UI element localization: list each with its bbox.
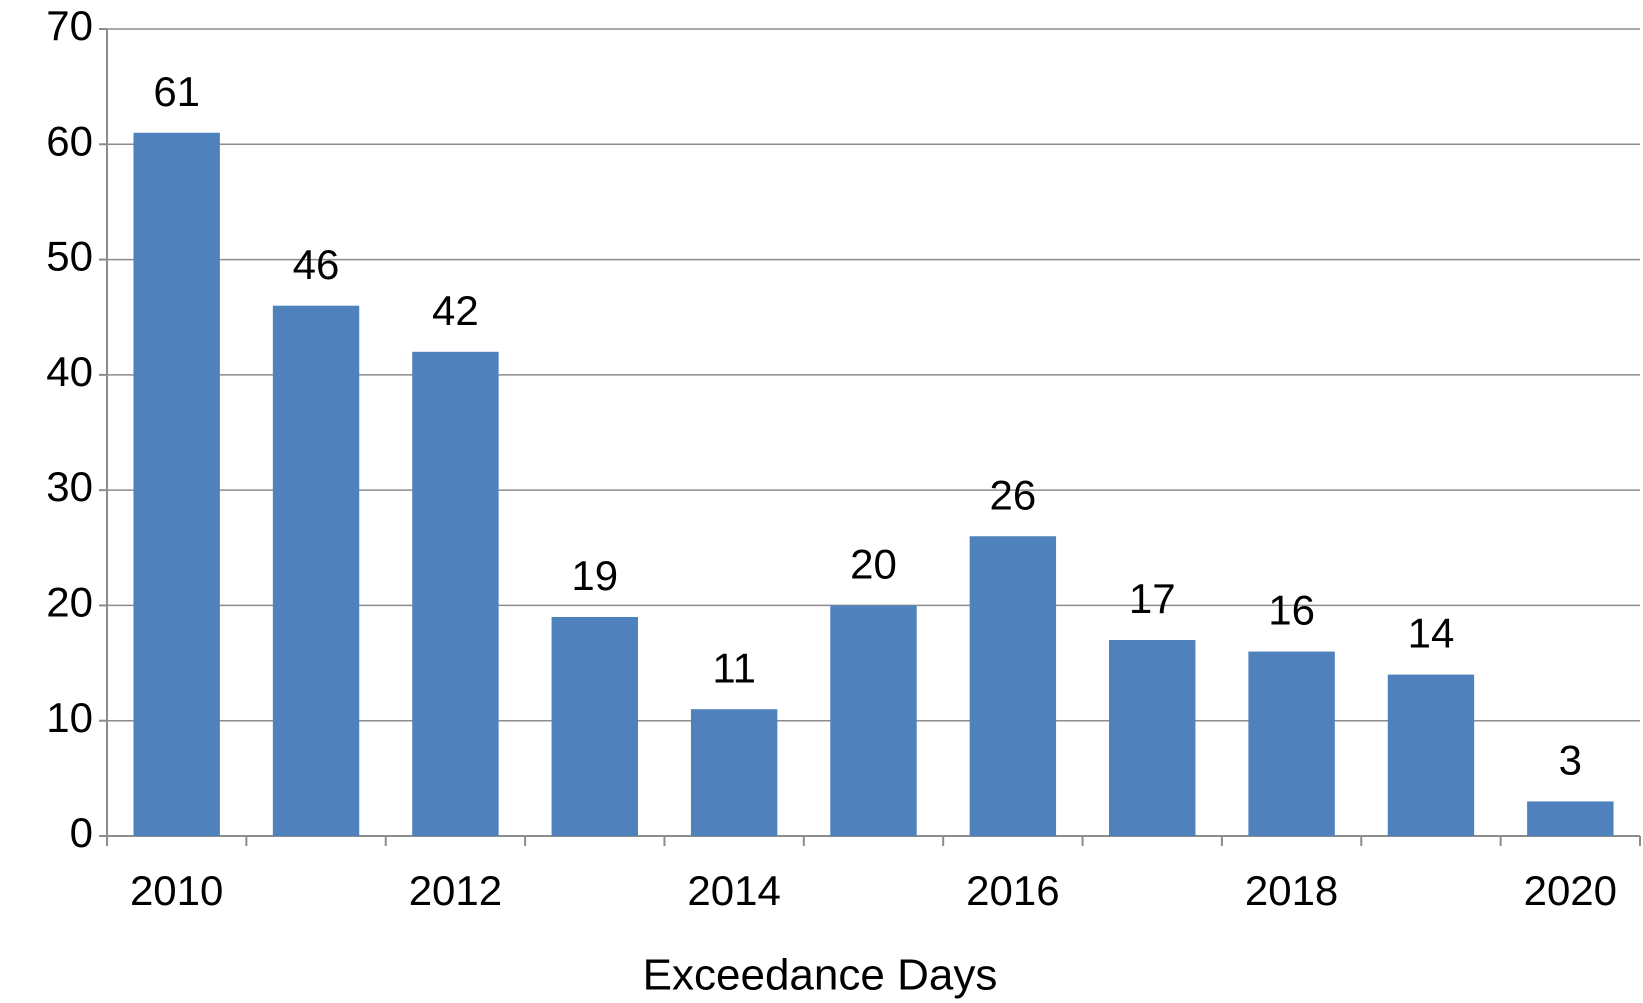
y-tick-label: 60 <box>46 117 93 164</box>
x-tick-label: 2010 <box>130 867 223 914</box>
bar <box>412 351 499 836</box>
data-label: 42 <box>432 287 479 334</box>
bar <box>690 709 778 836</box>
bar <box>1109 640 1196 836</box>
data-label: 11 <box>712 644 756 691</box>
bar <box>133 132 220 836</box>
data-label: 17 <box>1129 575 1176 622</box>
x-tick-label: 2018 <box>1245 867 1338 914</box>
data-label: 14 <box>1408 610 1455 657</box>
data-label: 26 <box>990 471 1037 518</box>
x-axis-title: Exceedance Days <box>643 951 998 1000</box>
bar <box>1527 801 1614 836</box>
y-tick-label: 70 <box>46 2 93 49</box>
bar <box>830 605 917 836</box>
x-tick-label: 2014 <box>687 867 780 914</box>
bar <box>1248 651 1335 836</box>
bar <box>551 616 638 836</box>
bar <box>272 305 360 837</box>
y-tick-label: 30 <box>46 463 93 510</box>
data-label: 20 <box>850 541 897 588</box>
data-label: 3 <box>1559 737 1582 784</box>
y-tick-label: 50 <box>46 233 93 280</box>
data-label: 19 <box>571 552 618 599</box>
y-tick-label: 0 <box>70 809 93 856</box>
x-tick-label: 2012 <box>409 867 502 914</box>
data-label: 16 <box>1268 587 1315 634</box>
data-label: 46 <box>293 241 340 288</box>
bar <box>969 536 1057 836</box>
x-tick-label: 2016 <box>966 867 1059 914</box>
y-tick-label: 10 <box>46 694 93 741</box>
bar <box>1387 674 1475 836</box>
x-tick-label: 2020 <box>1524 867 1617 914</box>
y-tick-label: 20 <box>46 579 93 626</box>
y-tick-label: 40 <box>46 348 93 395</box>
data-label: 61 <box>153 68 200 115</box>
